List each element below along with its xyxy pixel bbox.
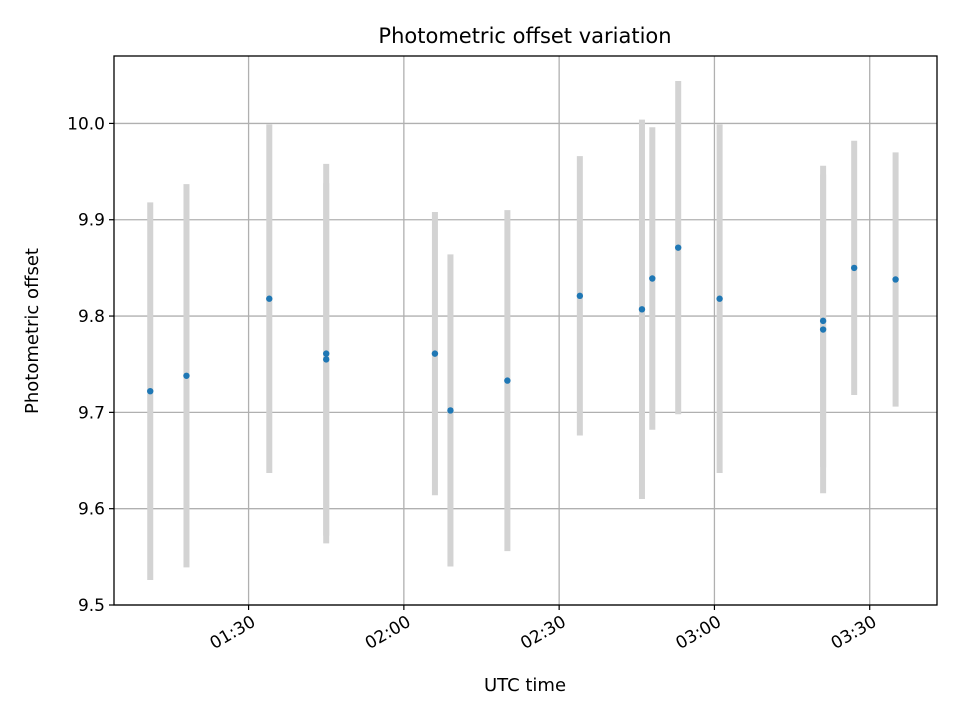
x-tick-label: 03:00 bbox=[672, 612, 724, 654]
data-point bbox=[266, 295, 273, 302]
y-tick-label: 9.6 bbox=[78, 500, 105, 520]
data-point bbox=[674, 244, 682, 251]
plot-frame bbox=[113, 55, 938, 606]
x-tick-label: 03:30 bbox=[828, 612, 880, 654]
data-point bbox=[576, 292, 584, 300]
x-axis-label: UTC time bbox=[484, 675, 566, 696]
x-axis: 01:30 02:00 02:30 03:00 03:30 bbox=[207, 605, 880, 654]
x-tick-label: 02:00 bbox=[362, 612, 414, 654]
y-tick-label: 10.0 bbox=[67, 114, 105, 134]
chart-title: Photometric offset variation bbox=[378, 24, 671, 48]
data-point bbox=[638, 306, 646, 313]
data-point bbox=[819, 317, 827, 325]
data-point bbox=[850, 264, 858, 272]
y-axis: 9.5 9.6 9.7 9.8 9.9 10.0 bbox=[67, 114, 114, 616]
y-axis-label: Photometric offset bbox=[22, 248, 43, 414]
x-tick-label: 01:30 bbox=[207, 612, 259, 654]
data-point bbox=[892, 276, 899, 283]
data-point bbox=[649, 275, 656, 282]
data-point bbox=[819, 326, 827, 333]
data-point bbox=[447, 407, 454, 414]
y-tick-label: 9.8 bbox=[78, 307, 105, 327]
error-bars bbox=[147, 81, 899, 580]
data-point bbox=[431, 350, 439, 357]
data-point bbox=[716, 295, 723, 302]
data-point bbox=[323, 356, 330, 363]
data-point bbox=[504, 377, 511, 384]
grid-lines bbox=[114, 56, 937, 606]
x-tick-label: 02:30 bbox=[517, 612, 569, 654]
data-points bbox=[147, 244, 899, 414]
y-tick-label: 9.5 bbox=[78, 596, 105, 616]
y-tick-label: 9.9 bbox=[78, 211, 105, 231]
data-point bbox=[147, 387, 154, 395]
data-point bbox=[183, 372, 190, 379]
data-point bbox=[323, 350, 330, 357]
y-tick-label: 9.7 bbox=[78, 403, 105, 423]
